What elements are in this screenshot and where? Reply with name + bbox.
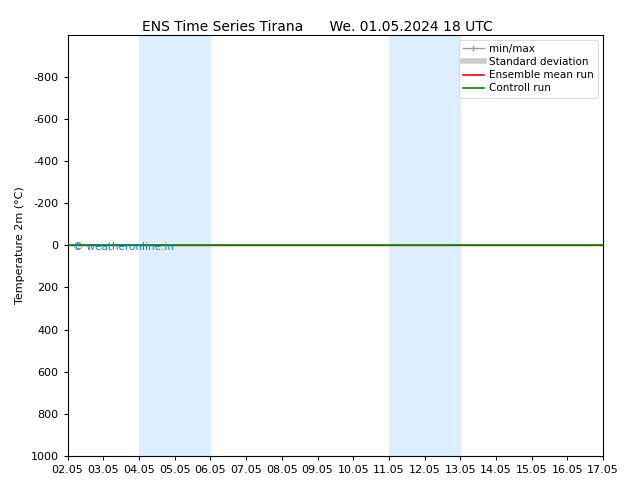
Bar <box>139 35 210 456</box>
Legend: min/max, Standard deviation, Ensemble mean run, Controll run: min/max, Standard deviation, Ensemble me… <box>459 40 598 98</box>
Y-axis label: Temperature 2m (°C): Temperature 2m (°C) <box>15 186 25 304</box>
Bar <box>389 35 460 456</box>
Text: ENS Time Series Tirana      We. 01.05.2024 18 UTC: ENS Time Series Tirana We. 01.05.2024 18… <box>141 20 493 34</box>
Text: © weatheronline.in: © weatheronline.in <box>73 243 174 252</box>
